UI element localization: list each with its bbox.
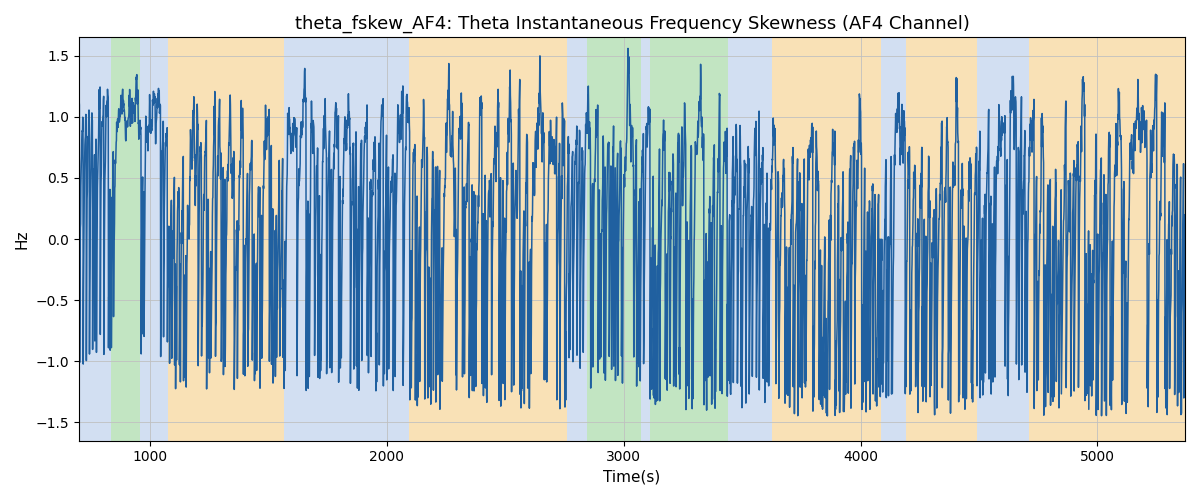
Bar — [283, 38, 409, 440]
Bar — [587, 38, 642, 440]
Bar — [409, 38, 566, 440]
Bar — [977, 38, 1028, 440]
Bar — [649, 38, 728, 440]
Bar — [642, 38, 649, 440]
Bar — [110, 38, 140, 440]
X-axis label: Time(s): Time(s) — [604, 470, 660, 485]
Bar — [906, 38, 977, 440]
Bar — [168, 38, 283, 440]
Bar — [772, 38, 881, 440]
Y-axis label: Hz: Hz — [14, 230, 30, 249]
Title: theta_fskew_AF4: Theta Instantaneous Frequency Skewness (AF4 Channel): theta_fskew_AF4: Theta Instantaneous Fre… — [294, 15, 970, 34]
Bar — [1028, 38, 1186, 440]
Bar — [140, 38, 168, 440]
Bar — [566, 38, 587, 440]
Bar — [79, 38, 110, 440]
Bar — [728, 38, 772, 440]
Bar — [881, 38, 906, 440]
